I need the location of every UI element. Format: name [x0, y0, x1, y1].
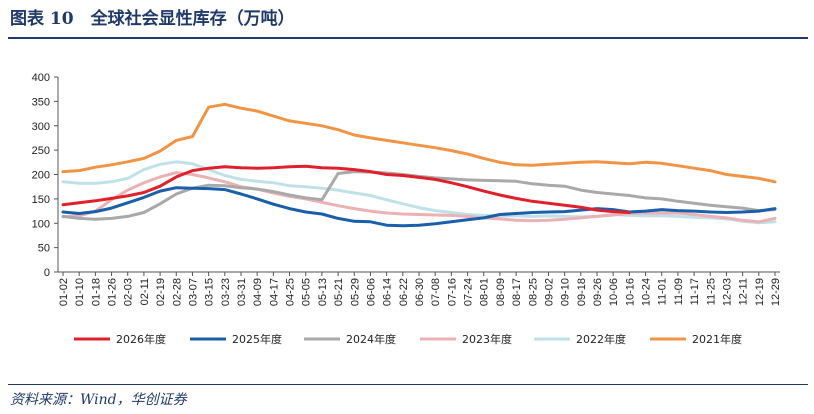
x-tick-label: 09-02 — [543, 278, 555, 306]
x-tick-label: 08-25 — [527, 278, 539, 306]
series-line-5 — [61, 102, 777, 184]
series-line-4 — [61, 160, 777, 225]
x-tick-label: 06-30 — [414, 278, 426, 306]
y-tick-label: 0 — [44, 267, 50, 279]
x-tick-label: 04-17 — [268, 278, 280, 306]
x-tick-label: 10-06 — [608, 278, 620, 306]
series-line-1 — [61, 186, 777, 228]
source-note: 资料来源：Wind，华创证券 — [10, 392, 187, 408]
x-tick-label: 03-23 — [220, 278, 232, 306]
x-tick-label: 02-19 — [155, 278, 167, 306]
x-tick-label: 02-28 — [171, 278, 183, 306]
x-tick-label: 02-11 — [139, 278, 151, 305]
x-tick-label: 12-11 — [738, 278, 750, 305]
legend-label-2: 2024年度 — [346, 332, 396, 346]
x-tick-label: 01-26 — [107, 278, 119, 306]
y-tick-label: 150 — [32, 194, 50, 206]
x-tick-label: 11-09 — [673, 278, 685, 305]
x-tick-label: 12-19 — [754, 278, 766, 306]
x-tick-label: 11-17 — [689, 278, 701, 305]
x-tick-label: 07-08 — [430, 278, 442, 306]
x-tick-label: 04-09 — [252, 278, 264, 306]
chart-title: 图表 10 全球社会显性库存（万吨） — [10, 9, 295, 29]
x-tick-label: 05-21 — [333, 278, 345, 306]
x-tick-label: 07-24 — [463, 278, 475, 306]
x-tick-label: 05-29 — [349, 278, 361, 306]
x-tick-label: 03-07 — [187, 278, 199, 306]
y-tick-label: 100 — [32, 218, 50, 230]
x-tick-label: 01-18 — [90, 278, 102, 306]
x-tick-label: 08-17 — [511, 278, 523, 306]
x-tick-label: 12-29 — [770, 278, 782, 306]
x-tick-label: 05-13 — [317, 278, 329, 306]
x-tick-label: 12-03 — [721, 278, 733, 306]
x-tick-label: 06-22 — [398, 278, 410, 306]
legend-label-5: 2021年度 — [692, 332, 742, 346]
x-tick-label: 01-10 — [74, 278, 86, 306]
legend-label-3: 2023年度 — [462, 332, 512, 346]
x-tick-label: 02-03 — [123, 278, 135, 306]
x-tick-label: 07-16 — [446, 278, 458, 306]
y-tick-label: 50 — [38, 243, 50, 255]
legend-label-1: 2025年度 — [232, 332, 282, 346]
legend-label-0: 2026年度 — [116, 332, 166, 346]
x-tick-label: 09-26 — [592, 278, 604, 306]
x-tick-label: 10-16 — [624, 278, 636, 306]
x-tick-label: 09-18 — [576, 278, 588, 306]
y-tick-label: 400 — [32, 72, 50, 84]
x-tick-label: 03-31 — [236, 278, 248, 306]
x-tick-label: 06-06 — [365, 278, 377, 306]
x-tick-label: 11-01 — [657, 278, 669, 305]
y-tick-label: 200 — [32, 170, 50, 182]
y-tick-label: 300 — [32, 121, 50, 133]
x-tick-label: 01-02 — [58, 278, 70, 306]
x-tick-label: 09-10 — [560, 278, 572, 306]
x-tick-label: 10-24 — [641, 278, 653, 306]
source-rule — [8, 384, 808, 385]
legend-label-4: 2022年度 — [576, 332, 626, 346]
x-tick-label: 05-05 — [301, 278, 313, 306]
x-tick-label: 11-25 — [705, 278, 717, 305]
title-rule — [8, 37, 808, 39]
x-tick-label: 04-25 — [285, 278, 297, 306]
series-line-0 — [61, 164, 631, 214]
x-tick-label: 03-15 — [204, 278, 216, 306]
x-tick-label: 06-14 — [382, 278, 394, 306]
x-tick-label: 08-09 — [495, 278, 507, 306]
y-tick-label: 250 — [32, 145, 50, 157]
y-tick-label: 350 — [32, 96, 50, 108]
x-tick-label: 08-01 — [479, 278, 491, 306]
